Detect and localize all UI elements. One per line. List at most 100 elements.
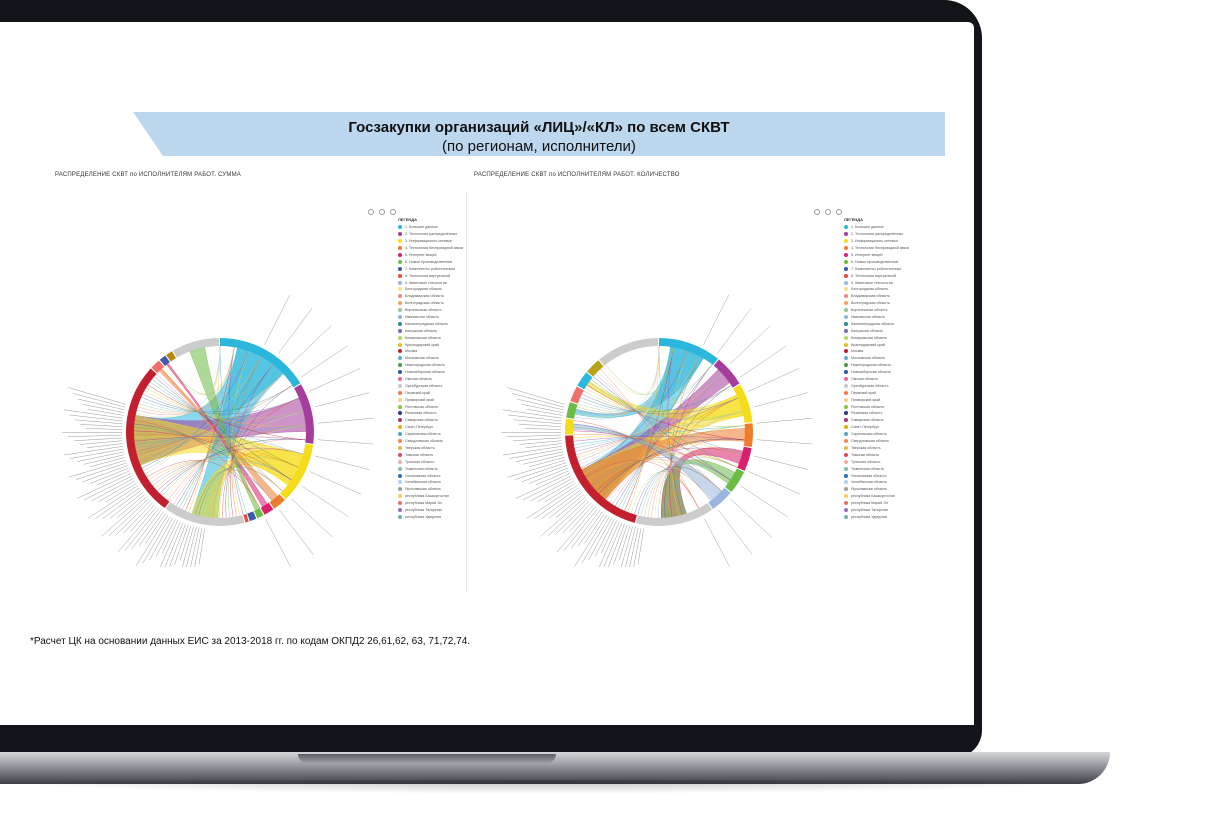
settings-icon[interactable] [379,209,385,215]
legend-item[interactable]: Ивановская область [844,314,919,321]
legend-item[interactable]: Пермский край [398,389,473,396]
chord-arc[interactable] [220,338,301,388]
chord-arc[interactable] [260,502,274,515]
legend-item[interactable]: 5. Интернет вещей [844,252,919,259]
chord-arc[interactable] [269,494,285,509]
chord-arc[interactable] [566,402,578,419]
legend-item[interactable]: 5. Интернет вещей [398,252,473,259]
legend-item[interactable]: Ростовская область [844,403,919,410]
chord-arc[interactable] [247,511,257,522]
legend-item[interactable]: 4. Технологии беспроводной связи [844,245,919,252]
legend-item[interactable]: Челябинская область [398,479,473,486]
legend-item[interactable]: Краснодарский край [398,341,473,348]
legend-item[interactable]: 8. Технологии виртуальной [844,272,919,279]
chord-arc[interactable] [737,446,752,471]
legend-item[interactable]: республика Удмуртия [398,513,473,520]
legend-item[interactable]: Челябинская область [844,479,919,486]
legend-item[interactable]: Свердловская область [398,438,473,445]
legend-item[interactable]: 1. Большие данные [398,224,473,231]
legend-item[interactable]: Калужская область [844,327,919,334]
chord-arc[interactable] [166,351,177,362]
legend-item[interactable]: Белгородская область [844,286,919,293]
legend-item[interactable]: 8. Технологии виртуальной [398,272,473,279]
chord-arc[interactable] [172,338,219,358]
chord-arc[interactable] [243,513,249,523]
legend-item[interactable]: Пермский край [844,389,919,396]
legend-item[interactable]: Ульяновская область [398,472,473,479]
chord-arc[interactable] [599,338,658,366]
chord-arc[interactable] [126,368,170,509]
legend-item[interactable]: Самарская область [398,417,473,424]
chord-arc[interactable] [659,338,718,366]
legend-item[interactable]: 7. Компоненты робототехники [844,265,919,272]
legend-item[interactable]: Белгородская область [398,286,473,293]
legend-item[interactable]: Новосибирская область [844,369,919,376]
legend-item[interactable]: Новосибирская область [398,369,473,376]
chord-arc[interactable] [570,386,584,404]
legend-item[interactable]: Тульская область [844,458,919,465]
legend-item[interactable]: Тверская область [844,445,919,452]
legend-item[interactable]: Саратовская область [844,431,919,438]
legend-item[interactable]: Московская область [844,355,919,362]
legend-item[interactable]: Тульская область [398,458,473,465]
legend-item[interactable]: 4. Технологии беспроводной связи [398,245,473,252]
legend-item[interactable]: Кемеровская область [844,334,919,341]
legend-item[interactable]: Ульяновская область [844,472,919,479]
zoom-icon[interactable] [368,209,374,215]
legend-item[interactable]: Ивановская область [398,314,473,321]
legend-item[interactable]: Ростовская область [398,403,473,410]
legend-item[interactable]: 9. Квантовые технологии [844,279,919,286]
download-icon[interactable] [390,209,396,215]
chord-arc[interactable] [294,384,314,444]
legend-item[interactable]: Ярославская область [844,486,919,493]
legend-item[interactable]: Самарская область [844,417,919,424]
legend-item[interactable]: Приморский край [844,396,919,403]
chord-arc[interactable] [280,443,314,500]
legend-item[interactable]: республика Татарстан [844,507,919,514]
legend-item[interactable]: Нижегородская область [398,362,473,369]
legend-item[interactable]: 6. Новые производственные [398,258,473,265]
legend-item[interactable]: Саратовская область [398,431,473,438]
chord-arc[interactable] [165,502,245,526]
legend-item[interactable]: 6. Новые производственные [844,258,919,265]
legend-item[interactable]: Свердловская область [844,438,919,445]
chord-arc[interactable] [565,435,637,523]
legend-item[interactable]: Кемеровская область [398,334,473,341]
legend-item[interactable]: Ярославская область [398,486,473,493]
legend-item[interactable]: республика Удмуртия [844,513,919,520]
legend-item[interactable]: Томская область [398,451,473,458]
legend-item[interactable]: 3. Информационно-сетевые [844,238,919,245]
download-icon[interactable] [836,209,842,215]
legend-item[interactable]: Нижегородская область [844,362,919,369]
legend-item[interactable]: 7. Компоненты робототехники [398,265,473,272]
legend-item[interactable]: Тюменская область [398,465,473,472]
chord-arc[interactable] [254,508,264,519]
chord-arc[interactable] [565,418,574,435]
legend-item[interactable]: Волгоградская область [844,300,919,307]
legend-item[interactable]: Санкт-Петербург [398,424,473,431]
chord-arc[interactable] [708,487,731,509]
legend-item[interactable]: Краснодарский край [844,341,919,348]
chord-arc[interactable] [743,423,753,448]
legend-item[interactable]: Рязанская область [844,410,919,417]
legend-item[interactable]: республика Марий Эл [398,500,473,507]
legend-item[interactable]: Москва [398,348,473,355]
legend-item[interactable]: Владимирская область [398,293,473,300]
legend-item[interactable]: Приморский край [398,396,473,403]
legend-item[interactable]: 2. Технологии распределённых [398,231,473,238]
legend-item[interactable]: Тюменская область [844,465,919,472]
legend-item[interactable]: 3. Информационно-сетевые [398,238,473,245]
legend-item[interactable]: Калининградская область [844,320,919,327]
legend-item[interactable]: Рязанская область [398,410,473,417]
zoom-icon[interactable] [814,209,820,215]
chord-arc[interactable] [733,384,753,423]
settings-icon[interactable] [825,209,831,215]
legend-item[interactable]: Воронежская область [844,307,919,314]
legend-item[interactable]: Владимирская область [844,293,919,300]
legend-item[interactable]: Омская область [398,376,473,383]
chord-arc[interactable] [151,360,165,374]
legend-item[interactable]: республика Башкортостан [844,493,919,500]
legend-item[interactable]: Волгоградская область [398,300,473,307]
chord-arc[interactable] [159,355,170,366]
legend-item[interactable]: Калужская область [398,327,473,334]
